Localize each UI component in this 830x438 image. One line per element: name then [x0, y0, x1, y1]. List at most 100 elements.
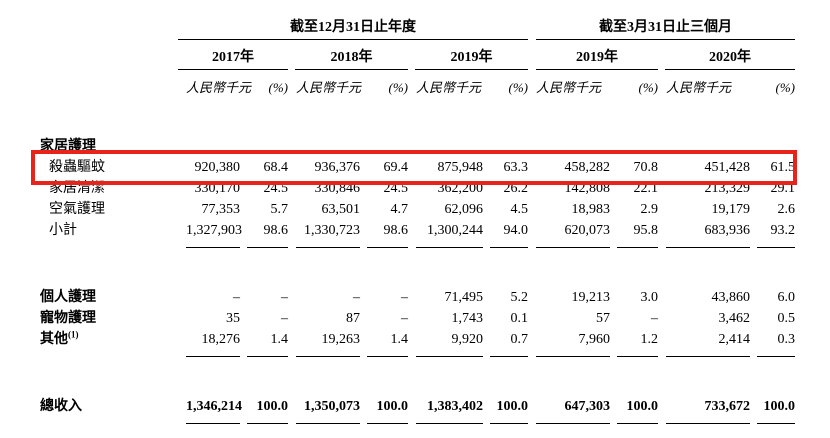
table-row: 總收入 1,346,214 100.0 1,350,073 100.0 1,383,402…	[40, 396, 795, 417]
column-rule	[617, 356, 658, 357]
unit-label: 人民幣千元	[666, 80, 732, 95]
value-cell: 68.4	[263, 160, 289, 175]
unit-label: 人民幣千元	[186, 80, 252, 95]
value-cell: 4.7	[390, 202, 409, 217]
value-cell: 213,329	[704, 181, 751, 196]
value-cell	[360, 136, 408, 157]
column-rule	[536, 247, 610, 248]
value-cell: 100.0	[496, 399, 529, 414]
column-rule	[296, 356, 360, 357]
value-cell: 3,462	[718, 311, 751, 326]
table-row: 個人護理 – – – – 71,495 5.2 19,213 3.0 43,860 6.0	[40, 287, 795, 308]
row-label: 空氣護理	[49, 202, 105, 217]
value-cell: 61.5	[770, 160, 796, 175]
value-cell: 57	[596, 311, 610, 326]
unit-label: 人民幣千元	[296, 80, 362, 95]
value-cell: –	[651, 311, 658, 326]
value-cell: 1,330,723	[304, 223, 360, 238]
value-cell: 9,920	[451, 332, 484, 347]
value-cell: 1.2	[640, 332, 659, 347]
column-rule	[666, 356, 750, 357]
value-cell: 77,353	[201, 202, 241, 217]
column-rule	[367, 356, 408, 357]
value-cell: 24.5	[263, 181, 289, 196]
column-rule	[617, 247, 658, 248]
column-rule	[247, 356, 288, 357]
value-cell: –	[281, 311, 288, 326]
column-rule	[186, 247, 240, 248]
value-cell: 63.3	[503, 160, 529, 175]
value-cell: 24.5	[383, 181, 409, 196]
value-cell: 1,300,244	[427, 223, 483, 238]
column-rule	[490, 247, 528, 248]
column-rule	[757, 356, 795, 357]
value-cell: 62,096	[444, 202, 484, 217]
year-header-2019: 2019年	[408, 40, 528, 70]
column-rule	[296, 247, 360, 248]
value-cell: 22.1	[633, 181, 659, 196]
pct-label: (%)	[508, 80, 529, 95]
column-group-header-row: 截至12月31日止年度 截至3月31日止三個月	[40, 14, 795, 40]
year-header-2018: 2018年	[288, 40, 408, 70]
row-label: 其他(1)	[40, 329, 79, 347]
value-cell: 87	[346, 311, 360, 326]
pct-label: (%)	[775, 80, 796, 95]
table-row: 殺蟲驅蚊 920,380 68.4 936,376 69.4 875,948 63.3 458…	[40, 157, 795, 178]
value-cell: 1,350,073	[304, 399, 360, 414]
value-cell: 19,213	[571, 290, 611, 305]
value-cell	[750, 136, 795, 157]
column-rule	[416, 356, 483, 357]
value-cell: 1,327,903	[186, 223, 242, 238]
value-cell: 3.0	[640, 290, 659, 305]
unit-label: 人民幣千元	[416, 80, 482, 95]
row-label: 家居護理	[40, 139, 96, 154]
column-rule	[296, 423, 360, 424]
value-cell	[288, 136, 360, 157]
column-rule	[490, 356, 528, 357]
value-cell	[240, 136, 288, 157]
value-cell: –	[401, 290, 408, 305]
value-cell: 0.5	[777, 311, 796, 326]
row-label: 總收入	[40, 399, 82, 414]
value-cell: 18,276	[201, 332, 241, 347]
column-group-annual: 截至12月31日止年度	[178, 14, 528, 40]
table-row: 其他(1) 18,276 1.4 19,263 1.4 9,920 0.7 7,960 1.2 2…	[40, 329, 795, 350]
value-cell: 26.2	[503, 181, 529, 196]
unit-label: 人民幣千元	[536, 80, 602, 95]
value-cell: 1,383,402	[427, 399, 483, 414]
column-rule	[666, 247, 750, 248]
value-cell: 733,672	[704, 399, 751, 414]
value-cell: 95.8	[633, 223, 659, 238]
value-cell: 98.6	[263, 223, 289, 238]
value-cell	[408, 136, 483, 157]
value-cell: –	[401, 311, 408, 326]
column-rule	[186, 356, 240, 357]
year-header-2019-q1: 2019年	[528, 40, 658, 70]
value-cell: 94.0	[503, 223, 529, 238]
spacer-row	[40, 368, 795, 396]
value-cell: 1,743	[451, 311, 484, 326]
value-cell: 5.7	[270, 202, 289, 217]
table-row: 空氣護理 77,353 5.7 63,501 4.7 62,096 4.5 18,983 2.9…	[40, 199, 795, 220]
value-cell	[178, 136, 240, 157]
value-cell: 875,948	[437, 160, 484, 175]
year-header-row: 2017年 2018年 2019年 2019年 2020年	[40, 40, 795, 70]
pct-label: (%)	[638, 80, 659, 95]
value-cell: 19,263	[321, 332, 361, 347]
column-rule	[416, 247, 483, 248]
table-row: 家居護理	[40, 136, 795, 157]
value-cell: 142,808	[564, 181, 611, 196]
table-row: 寵物護理 35 – 87 – 1,743 0.1 57 – 3,462 0.5	[40, 308, 795, 329]
value-cell: 683,936	[704, 223, 751, 238]
value-cell: 100.0	[256, 399, 289, 414]
value-cell: 0.3	[777, 332, 796, 347]
value-cell: 29.1	[770, 181, 796, 196]
spacer-row	[40, 98, 795, 136]
row-label: 寵物護理	[40, 311, 96, 326]
value-cell	[483, 136, 528, 157]
rule-row	[40, 241, 795, 259]
value-cell: 6.0	[777, 290, 796, 305]
column-rule	[757, 247, 795, 248]
value-cell: 100.0	[376, 399, 409, 414]
